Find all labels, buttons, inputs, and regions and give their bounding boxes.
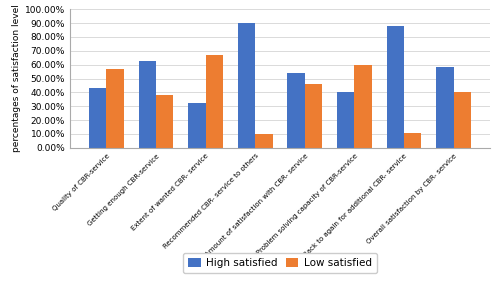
- Bar: [404, 132, 421, 148]
- Legend: High satisfied, Low satisfied: High satisfied, Low satisfied: [183, 253, 377, 273]
- Bar: [188, 103, 206, 148]
- Bar: [386, 26, 404, 148]
- Bar: [238, 23, 255, 148]
- Bar: [354, 65, 372, 148]
- Bar: [305, 84, 322, 148]
- Bar: [288, 73, 305, 148]
- Bar: [138, 60, 156, 148]
- Bar: [106, 69, 124, 148]
- Bar: [156, 95, 174, 148]
- Bar: [255, 134, 272, 148]
- Bar: [454, 92, 471, 148]
- Bar: [206, 55, 223, 148]
- X-axis label: Items of CSQ-8: Items of CSQ-8: [238, 263, 322, 274]
- Y-axis label: percentages of satisfaction level: percentages of satisfaction level: [12, 5, 20, 152]
- Bar: [89, 88, 106, 148]
- Bar: [436, 67, 454, 148]
- Bar: [337, 92, 354, 148]
